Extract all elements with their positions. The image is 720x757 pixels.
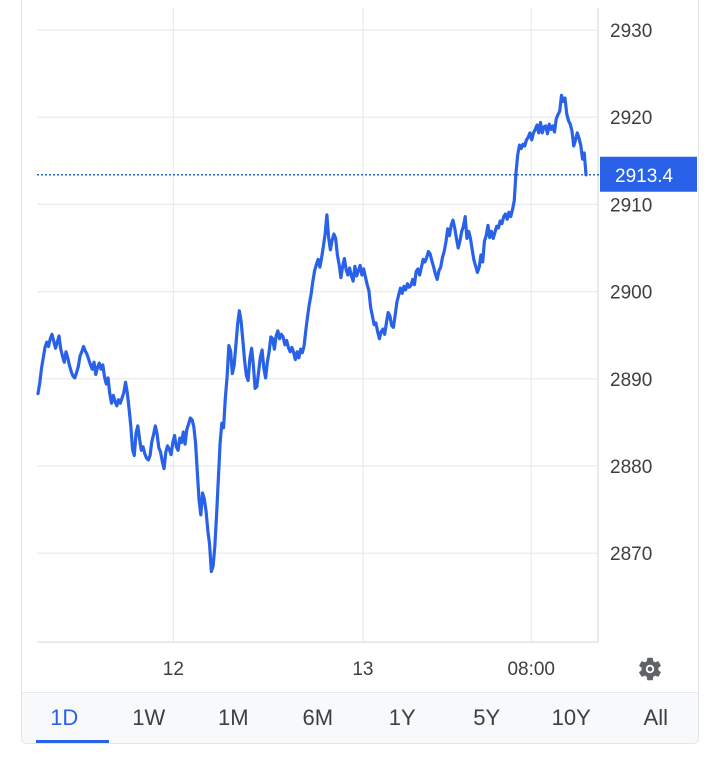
x-tick-label: 13	[352, 659, 373, 680]
range-tab-1d[interactable]: 1D	[22, 693, 108, 743]
y-tick-label: 2910	[610, 195, 652, 216]
x-tick-label: 12	[163, 659, 184, 680]
range-tab-5y[interactable]: 5Y	[473, 705, 501, 730]
range-tab-6m[interactable]: 6M	[302, 705, 334, 730]
y-tick-label: 2890	[610, 370, 652, 391]
y-tick-label: 2930	[610, 21, 652, 42]
range-tab-10y[interactable]: 10Y	[551, 705, 591, 730]
range-selector: 1D 1W 1M 6M 1Y 5Y 10Y All	[22, 692, 698, 743]
y-tick-label: 2870	[610, 544, 652, 565]
range-tab-all[interactable]: All	[643, 705, 668, 730]
y-axis-labels: 2870 2880 2890 2900 2910 2920 2930	[610, 21, 652, 565]
y-tick-label: 2920	[610, 108, 652, 129]
vertical-grid	[172, 8, 532, 642]
current-price-badge: 2913.4	[600, 156, 697, 192]
gear-icon	[639, 657, 661, 681]
current-price-label: 2913.4	[615, 166, 674, 187]
price-chart[interactable]: 2870 2880 2890 2900 2910 2920 2930 12 13 08:00 2…	[0, 0, 720, 692]
y-tick-label: 2900	[610, 283, 652, 304]
current-price-box	[600, 156, 697, 192]
price-series-line	[36, 93, 588, 574]
x-axis-labels: 12 13 08:00	[163, 659, 555, 680]
range-tab-1w[interactable]: 1W	[132, 705, 166, 730]
horizontal-grid	[37, 29, 598, 554]
y-tick-label: 2880	[610, 457, 652, 478]
range-tab-1y[interactable]: 1Y	[388, 705, 416, 730]
x-tick-label: 08:00	[507, 659, 555, 680]
range-tab-1m[interactable]: 1M	[217, 705, 249, 730]
chart-settings-button[interactable]	[630, 650, 670, 688]
